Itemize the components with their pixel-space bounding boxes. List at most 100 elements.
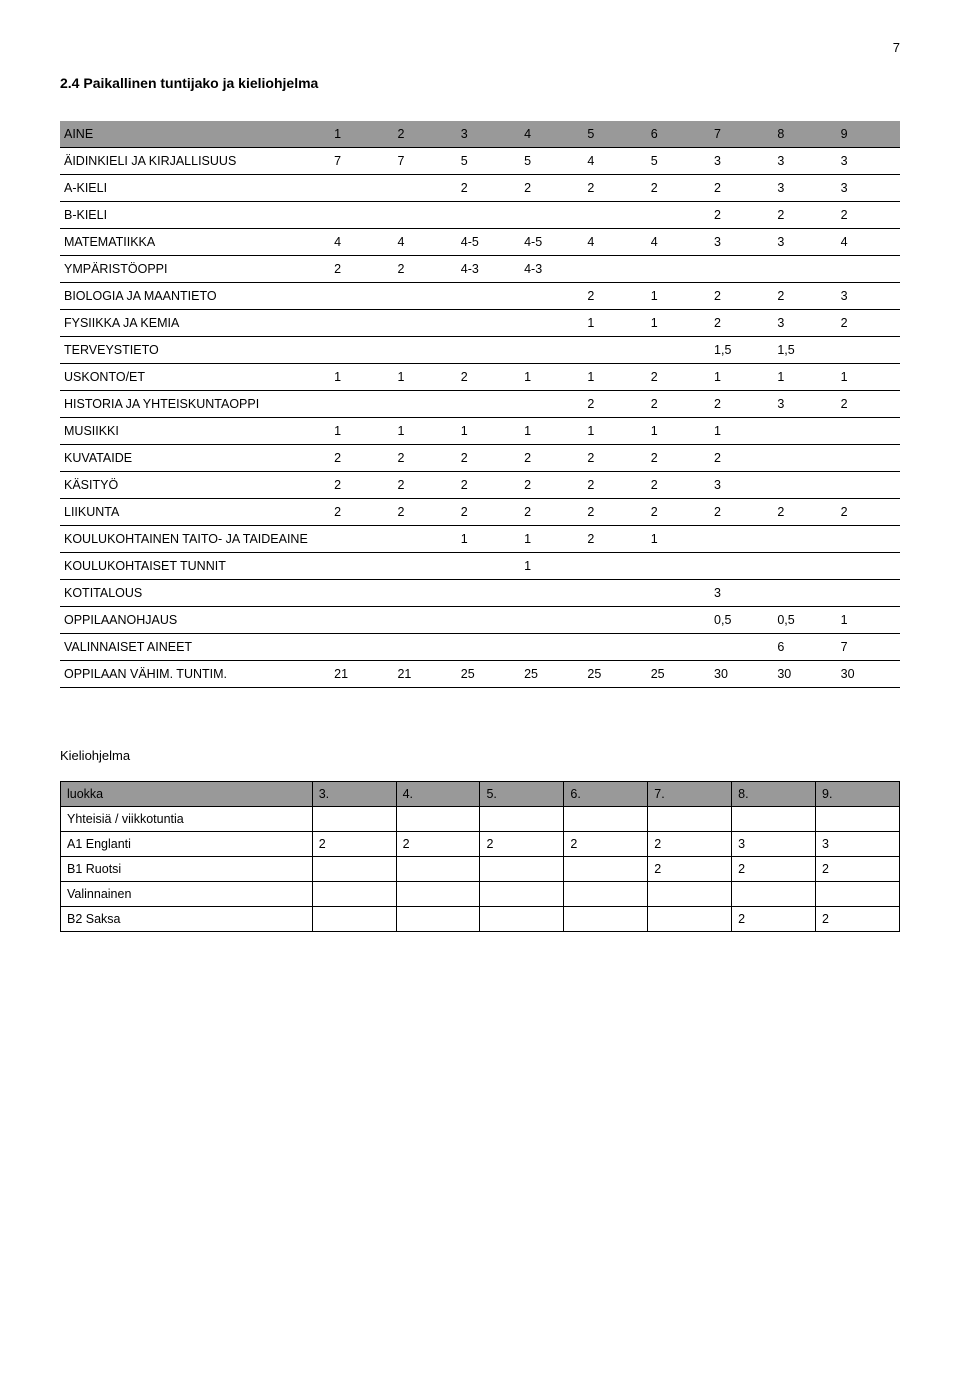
cell (648, 907, 732, 932)
cell (393, 202, 456, 229)
cell (330, 634, 393, 661)
cell: 2 (457, 445, 520, 472)
cell: 4 (647, 229, 710, 256)
cell: 2 (837, 391, 900, 418)
language-table: luokka3.4.5.6.7.8.9.Yhteisiä / viikkotun… (60, 781, 900, 932)
cell (330, 553, 393, 580)
cell: 2 (837, 310, 900, 337)
cell (457, 580, 520, 607)
cell (520, 283, 583, 310)
cell: 1 (330, 364, 393, 391)
cell (583, 337, 646, 364)
cell: 4 (837, 229, 900, 256)
cell: 2 (457, 499, 520, 526)
cell: 3 (710, 229, 773, 256)
cell (647, 580, 710, 607)
cell: 1 (583, 418, 646, 445)
table-row: ÄIDINKIELI JA KIRJALLISUUS775545333 (60, 148, 900, 175)
col-header: 3 (457, 121, 520, 148)
cell: 3 (837, 283, 900, 310)
cell: 2 (520, 499, 583, 526)
cell (773, 256, 836, 283)
cell: 2 (837, 499, 900, 526)
cell: 2 (393, 499, 456, 526)
cell (520, 337, 583, 364)
cell (457, 283, 520, 310)
row-label: MATEMATIIKKA (60, 229, 330, 256)
cell: 2 (773, 283, 836, 310)
cell (393, 310, 456, 337)
cell (816, 807, 900, 832)
cell (396, 882, 480, 907)
cell: 7 (393, 148, 456, 175)
cell: 2 (457, 364, 520, 391)
row-label: Yhteisiä / viikkotuntia (61, 807, 313, 832)
cell: 2 (520, 472, 583, 499)
cell (648, 807, 732, 832)
cell: 2 (330, 445, 393, 472)
cell: 1 (457, 526, 520, 553)
cell (480, 907, 564, 932)
cell (583, 607, 646, 634)
cell (330, 526, 393, 553)
cell: 2 (710, 391, 773, 418)
cell (583, 202, 646, 229)
col-header: 8 (773, 121, 836, 148)
cell: 3 (837, 175, 900, 202)
cell: 2 (710, 283, 773, 310)
cell (520, 202, 583, 229)
cell: 21 (393, 661, 456, 688)
cell (457, 310, 520, 337)
cell: 2 (816, 857, 900, 882)
cell (312, 857, 396, 882)
cell (312, 807, 396, 832)
cell (312, 907, 396, 932)
cell: 25 (457, 661, 520, 688)
col-header: 5 (583, 121, 646, 148)
table-row: HISTORIA JA YHTEISKUNTAOPPI22232 (60, 391, 900, 418)
row-label: USKONTO/ET (60, 364, 330, 391)
cell (330, 391, 393, 418)
cell (330, 175, 393, 202)
cell (837, 445, 900, 472)
cell (710, 256, 773, 283)
row-label: OPPILAAN VÄHIM. TUNTIM. (60, 661, 330, 688)
cell (583, 553, 646, 580)
table-row: TERVEYSTIETO1,51,5 (60, 337, 900, 364)
cell: 2 (312, 832, 396, 857)
cell (837, 580, 900, 607)
cell: 0,5 (773, 607, 836, 634)
table-row: KÄSITYÖ2222223 (60, 472, 900, 499)
cell: 2 (520, 445, 583, 472)
cell (330, 202, 393, 229)
cell (773, 580, 836, 607)
cell (393, 580, 456, 607)
cell: 1 (647, 526, 710, 553)
table-row: B2 Saksa22 (61, 907, 900, 932)
row-label: B-KIELI (60, 202, 330, 229)
table-row: YMPÄRISTÖOPPI224-34-3 (60, 256, 900, 283)
cell: 2 (773, 202, 836, 229)
cell: 1 (647, 418, 710, 445)
cell: 2 (648, 832, 732, 857)
col-header: 2 (393, 121, 456, 148)
cell (564, 882, 648, 907)
col-header: 3. (312, 782, 396, 807)
cell (520, 310, 583, 337)
cell: 2 (396, 832, 480, 857)
row-label: YMPÄRISTÖOPPI (60, 256, 330, 283)
cell (393, 337, 456, 364)
cell (457, 634, 520, 661)
cell: 1,5 (710, 337, 773, 364)
cell: 3 (837, 148, 900, 175)
table-row: A-KIELI2222233 (60, 175, 900, 202)
cell (773, 418, 836, 445)
cell: 25 (647, 661, 710, 688)
cell: 2 (648, 857, 732, 882)
cell: 2 (583, 283, 646, 310)
cell: 3 (773, 391, 836, 418)
cell: 25 (583, 661, 646, 688)
cell: 2 (583, 472, 646, 499)
cell (393, 553, 456, 580)
row-label: VALINNAISET AINEET (60, 634, 330, 661)
